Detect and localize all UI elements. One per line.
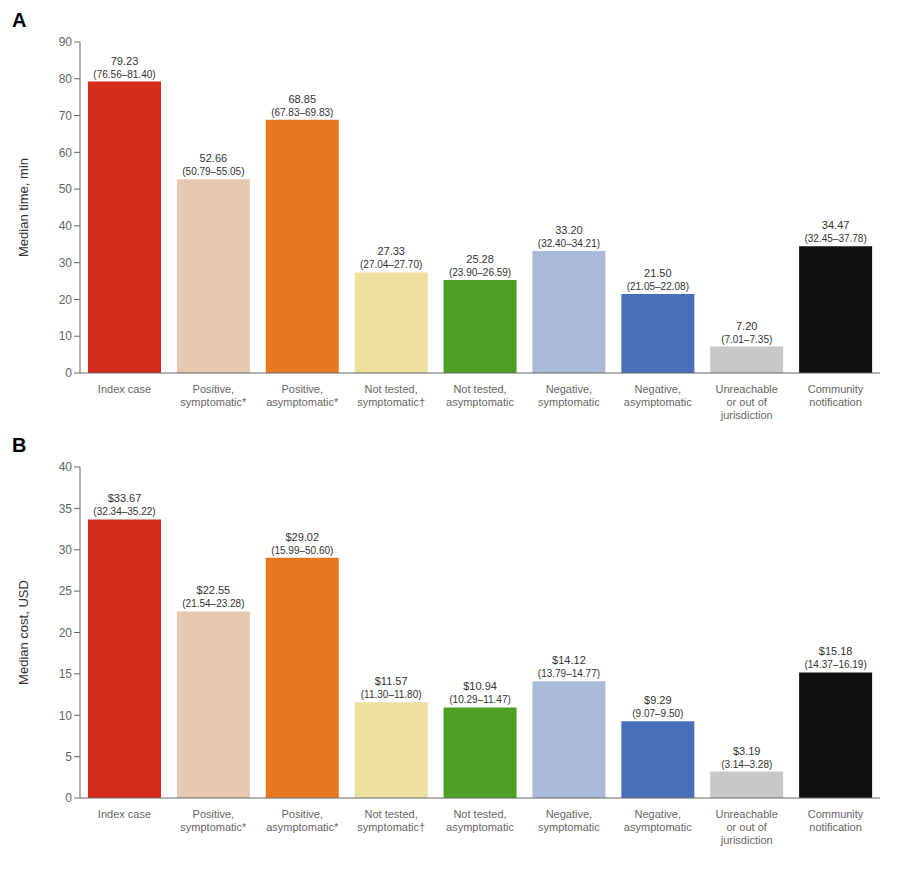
svg-text:Negative,symptomatic: Negative,symptomatic [538, 808, 600, 833]
svg-text:(14.37–16.19): (14.37–16.19) [804, 659, 866, 670]
svg-text:Positive,symptomatic*: Positive,symptomatic* [180, 383, 247, 408]
svg-text:$9.29: $9.29 [644, 694, 672, 706]
svg-text:27.33: 27.33 [377, 245, 405, 257]
svg-text:7.20: 7.20 [736, 320, 757, 332]
svg-text:$29.02: $29.02 [285, 531, 319, 543]
svg-text:$3.19: $3.19 [733, 745, 761, 757]
svg-text:Index case: Index case [98, 383, 151, 395]
svg-text:(11.30–11.80): (11.30–11.80) [361, 689, 422, 700]
svg-text:Communitynotification: Communitynotification [808, 383, 864, 408]
svg-text:0: 0 [65, 366, 72, 380]
svg-text:$10.94: $10.94 [463, 680, 497, 692]
svg-text:Positive,asymptomatic*: Positive,asymptomatic* [266, 383, 339, 408]
svg-text:10: 10 [59, 329, 73, 343]
svg-text:40: 40 [59, 460, 73, 474]
svg-text:79.23: 79.23 [111, 55, 139, 67]
svg-text:Median time, min: Median time, min [16, 158, 31, 257]
svg-text:60: 60 [59, 146, 73, 160]
svg-text:$14.12: $14.12 [552, 654, 586, 666]
svg-text:Positive,symptomatic*: Positive,symptomatic* [180, 808, 247, 833]
svg-text:10: 10 [59, 709, 73, 723]
svg-text:(21.54–23.28): (21.54–23.28) [182, 598, 244, 609]
svg-text:68.85: 68.85 [289, 93, 317, 105]
svg-text:90: 90 [59, 35, 73, 49]
svg-text:52.66: 52.66 [200, 152, 228, 164]
svg-text:(27.04–27.70): (27.04–27.70) [360, 259, 422, 270]
svg-text:33.20: 33.20 [555, 224, 583, 236]
svg-text:(32.40–34.21): (32.40–34.21) [538, 238, 600, 249]
svg-text:(76.56–81.40): (76.56–81.40) [93, 69, 155, 80]
svg-text:34.47: 34.47 [822, 219, 850, 231]
svg-text:Unreachableor out ofjurisdicti: Unreachableor out ofjurisdiction [715, 808, 777, 846]
svg-text:0: 0 [65, 791, 72, 805]
svg-text:(3.14–3.28): (3.14–3.28) [721, 759, 772, 770]
svg-text:$11.57: $11.57 [375, 675, 408, 687]
svg-text:(23.90–26.59): (23.90–26.59) [449, 267, 511, 278]
svg-text:(15.99–50.60): (15.99–50.60) [271, 545, 333, 556]
svg-text:70: 70 [59, 109, 73, 123]
svg-text:(67.83–69.83): (67.83–69.83) [271, 107, 333, 118]
svg-text:Unreachableor out ofjurisdicti: Unreachableor out ofjurisdiction [715, 383, 777, 421]
svg-text:(9.07–9.50): (9.07–9.50) [632, 708, 683, 719]
svg-text:(7.01–7.35): (7.01–7.35) [721, 334, 772, 345]
svg-text:15: 15 [59, 667, 73, 681]
svg-text:20: 20 [59, 626, 73, 640]
svg-text:30: 30 [59, 543, 73, 557]
svg-text:(32.45–37.78): (32.45–37.78) [804, 233, 866, 244]
html-text:A: A [12, 9, 27, 31]
svg-text:Median cost, USD: Median cost, USD [16, 580, 31, 685]
svg-text:Not tested,asymptomatic: Not tested,asymptomatic [446, 383, 514, 408]
svg-text:(32.34–35.22): (32.34–35.22) [93, 506, 155, 517]
svg-text:Not tested,asymptomatic: Not tested,asymptomatic [446, 808, 514, 833]
svg-text:(21.05–22.08): (21.05–22.08) [627, 281, 689, 292]
svg-text:80: 80 [59, 72, 73, 86]
svg-text:21.50: 21.50 [644, 267, 672, 279]
svg-text:25: 25 [59, 584, 73, 598]
svg-text:Negative,asymptomatic: Negative,asymptomatic [624, 383, 692, 408]
svg-text:Positive,asymptomatic*: Positive,asymptomatic* [266, 808, 339, 833]
svg-text:(13.79–14.77): (13.79–14.77) [538, 668, 600, 679]
svg-text:$22.55: $22.55 [197, 584, 231, 596]
svg-text:35: 35 [59, 502, 73, 516]
svg-text:Not tested,symptomatic†: Not tested,symptomatic† [357, 383, 425, 408]
svg-text:Index case: Index case [98, 808, 151, 820]
svg-text:$33.67: $33.67 [108, 492, 142, 504]
svg-text:Communitynotification: Communitynotification [808, 808, 864, 833]
svg-text:25.28: 25.28 [466, 253, 494, 265]
html-text:B: B [12, 434, 27, 456]
svg-text:Not tested,symptomatic†: Not tested,symptomatic† [357, 808, 425, 833]
svg-text:Negative,symptomatic: Negative,symptomatic [538, 383, 600, 408]
svg-text:20: 20 [59, 293, 73, 307]
svg-text:$15.18: $15.18 [819, 645, 853, 657]
svg-text:5: 5 [65, 750, 72, 764]
svg-text:Negative,asymptomatic: Negative,asymptomatic [624, 808, 692, 833]
svg-text:50: 50 [59, 182, 73, 196]
svg-text:(50.79–55.05): (50.79–55.05) [182, 166, 244, 177]
svg-text:30: 30 [59, 256, 73, 270]
svg-text:(10.29–11.47): (10.29–11.47) [449, 694, 511, 705]
svg-text:40: 40 [59, 219, 73, 233]
